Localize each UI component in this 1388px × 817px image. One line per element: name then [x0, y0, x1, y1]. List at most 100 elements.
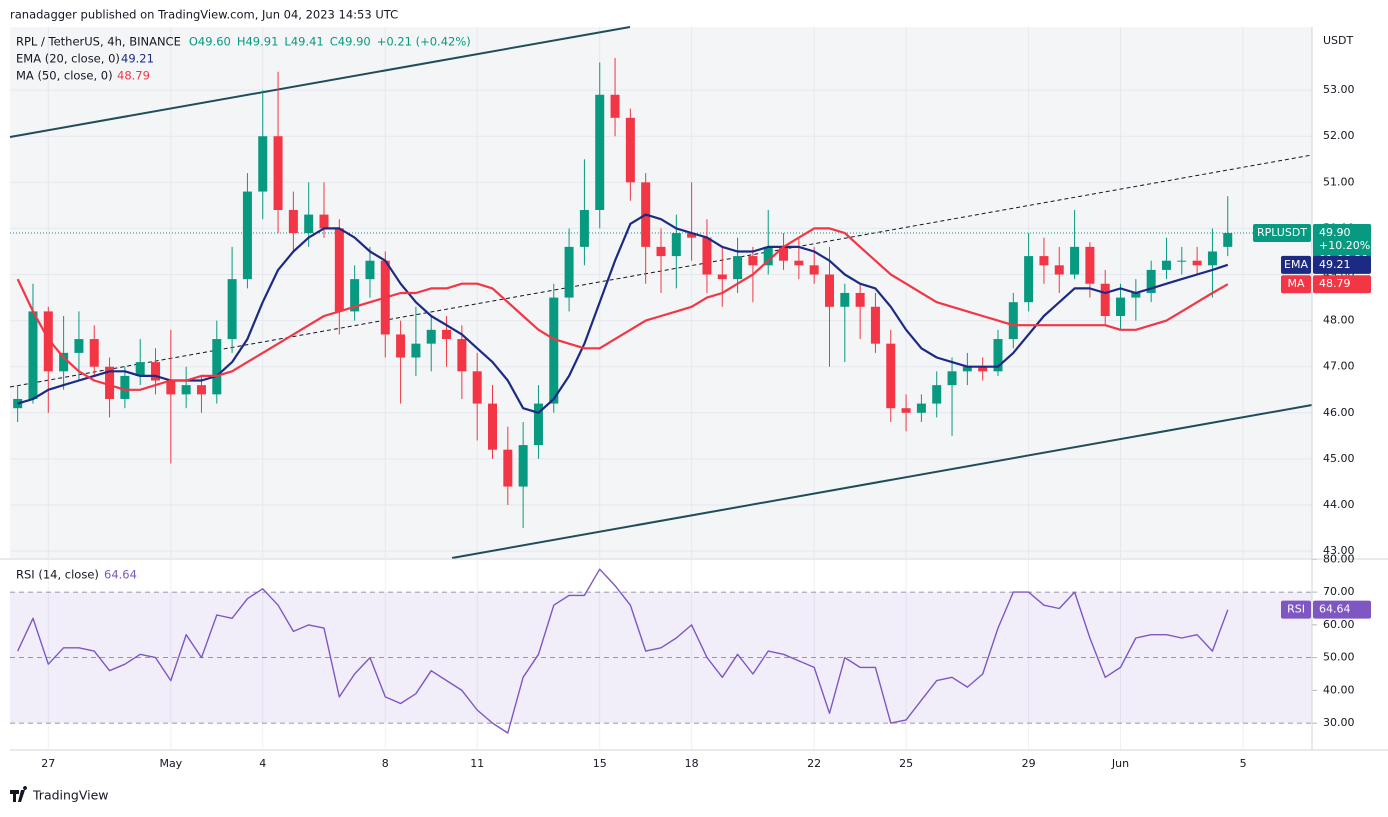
candle-body — [488, 403, 498, 450]
rsi-legend-value: 64.64 — [104, 568, 137, 582]
candle-body — [426, 329, 436, 344]
x-tick-label: May — [159, 757, 182, 770]
candle-body — [503, 449, 513, 487]
symbol: RPL / TetherUS, 4h, BINANCE — [16, 35, 181, 49]
candle-body — [1177, 260, 1187, 262]
candle-body — [13, 398, 23, 409]
rsi-tick-label: 50.00 — [1323, 651, 1355, 664]
x-tick-label: 29 — [1022, 757, 1036, 770]
candle-body — [717, 274, 727, 280]
candle-body — [870, 306, 880, 344]
candle-body — [396, 334, 406, 358]
x-tick-label: 4 — [259, 757, 266, 770]
y-tick-label: 53.00 — [1323, 83, 1355, 96]
candle-body — [733, 256, 743, 280]
x-tick-label: 11 — [470, 757, 484, 770]
candle-body — [840, 292, 850, 307]
candle-body — [518, 445, 528, 487]
candle-body — [166, 380, 176, 395]
last-price-tag: RPLUSDT — [1257, 226, 1307, 239]
candle-body — [993, 339, 1003, 372]
ma-legend-value: 48.79 — [117, 69, 150, 83]
currency: USDT — [1323, 34, 1354, 47]
ohlc-legend: O49.60 H49.91 L49.41 C49.90 +0.21 (+0.42%) — [189, 35, 471, 49]
candle-body — [59, 352, 69, 372]
candle-body — [181, 385, 191, 395]
x-tick-label: 15 — [593, 757, 607, 770]
candle-body — [227, 279, 237, 340]
candle-body — [1207, 251, 1217, 266]
candle-body — [1008, 302, 1018, 340]
rsi-tick-label: 30.00 — [1323, 716, 1355, 729]
candle-body — [43, 311, 53, 372]
ohlc-value: C49.90 — [330, 35, 371, 49]
labels: 43.0044.0045.0046.0047.0048.0049.0050.00… — [41, 83, 1371, 770]
series-1-value-box — [1313, 275, 1371, 294]
candle-body — [916, 403, 926, 413]
candle-body — [89, 339, 99, 367]
rsi-value-box — [1313, 600, 1371, 619]
candle-body — [319, 214, 329, 229]
candle-body — [610, 94, 620, 118]
y-tick-label: 52.00 — [1323, 129, 1355, 142]
rsi-line — [17, 568, 1229, 734]
candle-body — [1039, 256, 1049, 266]
candle-body — [702, 237, 712, 275]
candle-body — [1131, 292, 1141, 298]
channel-lower — [451, 404, 1313, 559]
candle-body — [962, 366, 972, 372]
y-tick-label: 44.00 — [1323, 498, 1355, 511]
candle-body — [533, 403, 543, 446]
last-price-tag-box — [1253, 224, 1311, 243]
candle-body — [334, 228, 344, 312]
candle-body — [687, 233, 697, 238]
candle-body — [901, 408, 911, 413]
last-price-value: 49.90 — [1319, 226, 1351, 239]
indicator-line — [16, 227, 1229, 391]
candle-body — [886, 343, 896, 409]
rsi-tick-label: 40.00 — [1323, 683, 1355, 696]
candle-body — [824, 274, 834, 307]
series-0-tag-box — [1281, 255, 1311, 274]
candle-body — [411, 343, 421, 358]
candle-body — [135, 362, 145, 376]
candle-body — [212, 339, 222, 395]
x-tick-label: 5 — [1240, 757, 1247, 770]
series-1-value: 48.79 — [1319, 277, 1351, 290]
candle-body — [1054, 265, 1064, 275]
candle-body — [855, 292, 865, 307]
candle-body — [748, 256, 758, 266]
ohlc-value: +0.21 (+0.42%) — [377, 35, 471, 49]
x-tick-label: 22 — [807, 757, 821, 770]
x-tick-label: 27 — [41, 757, 55, 770]
last-price-change: +10.20% — [1319, 239, 1370, 252]
candle-body — [1223, 233, 1233, 247]
ohlc-value: L49.41 — [284, 35, 323, 49]
series-0-value-box — [1313, 255, 1371, 274]
ohlc-value: H49.91 — [237, 35, 279, 49]
candle-body — [564, 246, 574, 298]
y-tick-label: 47.00 — [1323, 360, 1355, 373]
candle-body — [656, 246, 666, 257]
candle-body — [1192, 260, 1202, 266]
candle-body — [120, 375, 130, 399]
candle-body — [625, 117, 635, 183]
y-tick-label: 51.00 — [1323, 175, 1355, 188]
candle-body — [442, 329, 452, 340]
candle-body — [457, 339, 467, 372]
candle-body — [365, 260, 375, 280]
rsi-tag: RSI — [1287, 603, 1305, 616]
x-tick-label: 18 — [685, 757, 699, 770]
series-0-tag: EMA — [1284, 258, 1308, 271]
ema-legend: EMA (20, close, 0) — [16, 52, 120, 66]
rsi-tick-label: 80.00 — [1323, 552, 1355, 565]
y-tick-label: 48.00 — [1323, 314, 1355, 327]
rsi-legend: RSI (14, close) — [16, 568, 99, 582]
candle-body — [549, 297, 559, 404]
indicator-line — [17, 213, 1229, 414]
candle-body — [809, 265, 819, 275]
candle-body — [196, 385, 206, 395]
tv-logo: TradingView — [10, 786, 109, 803]
candle-body — [350, 279, 360, 312]
